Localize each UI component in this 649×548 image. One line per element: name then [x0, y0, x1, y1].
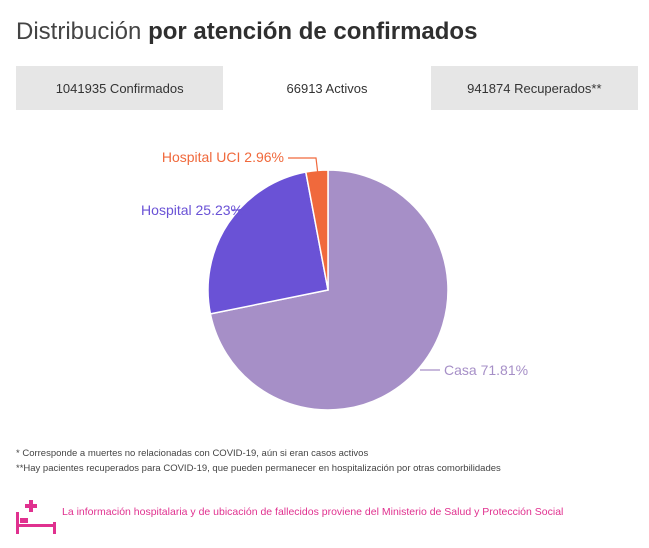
- slice-label-3: Hospital UCI 2.96%: [162, 149, 284, 165]
- pie-slice-3[interactable]: [304, 169, 329, 291]
- tab-bar: 1041935 Confirmados 66913 Activos 941874…: [16, 66, 638, 110]
- tab-confirmados[interactable]: 1041935 Confirmados: [16, 66, 224, 110]
- slice-label-1: Casa 71.81%: [444, 362, 528, 378]
- slice-label-2: Hospital 25.23%: [141, 202, 243, 218]
- tab-recuperados[interactable]: 941874 Recuperados**: [430, 66, 638, 110]
- footnote-1: * Corresponde a muertes no relacionadas …: [16, 448, 369, 459]
- leader-line-3: [288, 157, 319, 176]
- page-title: Distribución por atención de confirmados: [16, 18, 477, 46]
- footnote-2: **Hay pacientes recuperados para COVID-1…: [16, 463, 501, 474]
- title-light: Distribución: [16, 18, 142, 45]
- pie-chart-area: Casa 71.81% Hospital 25.23% Hospital UCI 2…: [0, 130, 649, 430]
- info-note: La información hospitalaria y de ubicaci…: [16, 498, 636, 538]
- title-bold: por atención de confirmados: [148, 18, 478, 45]
- pie-chart: Casa 71.81% Hospital 25.23% Hospital UCI 2…: [141, 149, 528, 411]
- pie-slice-1[interactable]: [209, 169, 449, 411]
- footnotes: * Corresponde a muertes no relacionadas …: [16, 446, 646, 476]
- info-text: La información hospitalaria y de ubicaci…: [62, 506, 564, 518]
- pie-slice-2[interactable]: [207, 171, 329, 315]
- tab-activos[interactable]: 66913 Activos: [223, 66, 431, 110]
- hospital-bed-icon: [16, 500, 56, 534]
